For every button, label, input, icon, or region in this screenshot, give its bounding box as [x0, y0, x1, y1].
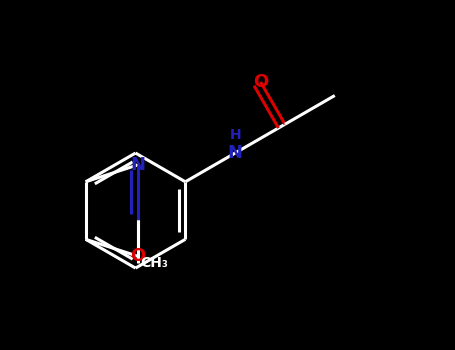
Text: N: N [130, 156, 145, 174]
Text: O: O [130, 247, 145, 265]
Text: H: H [229, 127, 241, 141]
Text: O: O [253, 73, 268, 91]
Text: CH₃: CH₃ [140, 256, 168, 270]
Text: N: N [228, 144, 243, 162]
